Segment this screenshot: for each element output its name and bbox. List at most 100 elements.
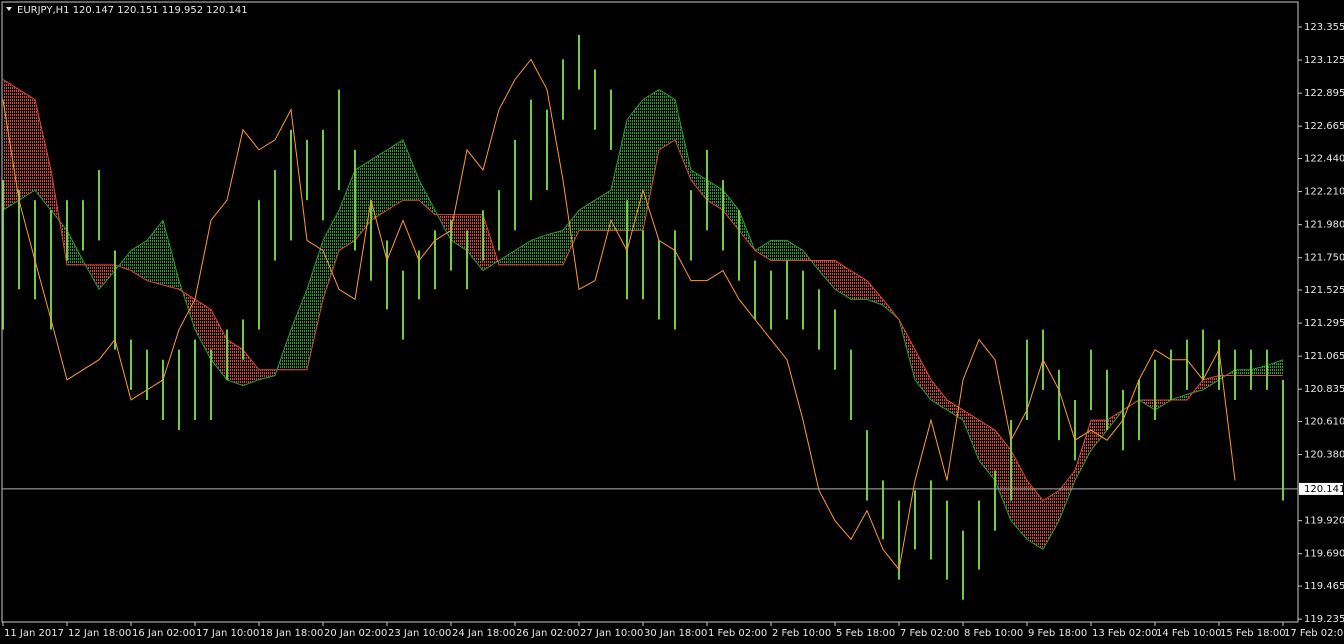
current-price-box bbox=[1299, 482, 1343, 495]
cloud-segment bbox=[19, 89, 35, 201]
cloud-segment bbox=[995, 430, 1011, 521]
x-tick-label: 24 Jan 18:00 bbox=[452, 628, 515, 639]
y-tick-label: 120.380 bbox=[1304, 450, 1344, 461]
y-tick-label: 120.835 bbox=[1304, 384, 1344, 395]
cloud-segment bbox=[371, 149, 387, 221]
cloud-segment bbox=[291, 289, 307, 370]
menu-arrow[interactable] bbox=[6, 7, 12, 11]
senkou-a-line bbox=[2, 88, 1284, 551]
cloud-segment bbox=[963, 410, 979, 461]
x-tick-label: 16 Jan 02:00 bbox=[132, 628, 195, 639]
cloud-segment bbox=[467, 214, 483, 271]
cloud-segment bbox=[515, 240, 531, 265]
x-tick-label: 26 Jan 02:00 bbox=[516, 628, 579, 639]
cloud-segment bbox=[419, 180, 435, 215]
cloud-segment bbox=[1267, 359, 1283, 376]
cloud-segment bbox=[787, 240, 803, 261]
cloud-segment bbox=[643, 89, 659, 231]
x-tick-label: 7 Feb 02:00 bbox=[900, 628, 959, 639]
x-tick-label: 5 Feb 18:00 bbox=[836, 628, 895, 639]
x-tick-label: 8 Feb 10:00 bbox=[964, 628, 1023, 639]
y-tick-label: 119.920 bbox=[1304, 516, 1344, 527]
current-price-label: 120.141 bbox=[1304, 484, 1344, 495]
y-tick-label: 121.295 bbox=[1304, 318, 1344, 329]
x-tick-label: 20 Jan 02:00 bbox=[324, 628, 387, 639]
cloud-segment bbox=[1059, 470, 1075, 521]
cloud-segment bbox=[339, 170, 355, 251]
cloud-segment bbox=[1235, 369, 1251, 376]
y-tick-label: 121.980 bbox=[1304, 220, 1344, 231]
x-tick-label: 12 Jan 18:00 bbox=[68, 628, 131, 639]
x-tick-label: 17 Jan 10:00 bbox=[196, 628, 259, 639]
y-tick-label: 122.210 bbox=[1304, 187, 1344, 198]
x-tick-label: 27 Jan 10:00 bbox=[580, 628, 643, 639]
cloud-segment bbox=[755, 240, 771, 261]
cloud-segment bbox=[627, 99, 643, 231]
y-tick-label: 121.525 bbox=[1304, 285, 1344, 296]
cloud-segment bbox=[1027, 480, 1043, 550]
cloud-segment bbox=[195, 299, 211, 360]
y-tick-label: 122.665 bbox=[1304, 121, 1344, 132]
plot-frame bbox=[1, 1, 1299, 623]
cloud-segment bbox=[147, 220, 163, 285]
cloud-segment bbox=[99, 264, 115, 290]
cloud-segment bbox=[211, 309, 227, 380]
y-tick-label: 119.465 bbox=[1304, 581, 1344, 592]
cloud-segment bbox=[3, 79, 19, 211]
cloud-segment bbox=[403, 139, 419, 201]
chart-title: EURJPY,H1 120.147 120.151 119.952 120.14… bbox=[17, 5, 248, 16]
cloud-segment bbox=[259, 369, 275, 380]
y-tick-label: 123.355 bbox=[1304, 22, 1344, 33]
cloud-segment bbox=[595, 190, 611, 231]
y-tick-label: 121.065 bbox=[1304, 351, 1344, 362]
cloud-segment bbox=[547, 230, 563, 265]
cloud-segment bbox=[227, 339, 243, 386]
y-tick-label: 123.125 bbox=[1304, 55, 1344, 66]
cloud-segment bbox=[531, 234, 547, 265]
cloud-segment bbox=[499, 250, 515, 265]
cloud-segment bbox=[723, 190, 739, 231]
cloud-segment bbox=[1075, 420, 1091, 481]
x-tick-label: 15 Feb 18:00 bbox=[1220, 628, 1286, 639]
cloud-segment bbox=[867, 280, 883, 306]
cloud-segment bbox=[131, 240, 147, 281]
cloud-segment bbox=[819, 260, 835, 290]
cloud-segment bbox=[355, 159, 371, 241]
cloud-segment bbox=[67, 230, 83, 265]
cloud-segment bbox=[611, 119, 627, 231]
x-tick-label: 14 Feb 10:00 bbox=[1156, 628, 1222, 639]
cloud-segment bbox=[1251, 365, 1267, 376]
plot-area bbox=[2, 34, 1284, 600]
cloud-segment bbox=[1043, 490, 1059, 550]
cloud-segment bbox=[659, 89, 675, 150]
x-tick-label: 18 Jan 18:00 bbox=[260, 628, 323, 639]
x-tick-label: 2 Feb 10:00 bbox=[772, 628, 831, 639]
cloud-segment bbox=[387, 139, 403, 211]
x-tick-label: 11 Jan 2017 bbox=[4, 628, 64, 639]
cloud-segment bbox=[1011, 450, 1027, 540]
cloud-segment bbox=[243, 349, 259, 386]
x-tick-label: 30 Jan 18:00 bbox=[644, 628, 707, 639]
cloud-segment bbox=[947, 399, 963, 421]
cloud-segment bbox=[771, 240, 787, 261]
y-tick-label: 119.690 bbox=[1304, 549, 1344, 560]
cloud-segment bbox=[307, 240, 323, 370]
x-tick-label: 1 Feb 02:00 bbox=[708, 628, 767, 639]
y-tick-label: 121.750 bbox=[1304, 253, 1344, 264]
cloud-segment bbox=[323, 210, 339, 300]
cloud-segment bbox=[835, 260, 851, 300]
x-tick-label: 9 Feb 18:00 bbox=[1028, 628, 1087, 639]
cloud-segment bbox=[851, 270, 867, 300]
cloud-segment bbox=[35, 99, 51, 211]
y-tick-label: 122.440 bbox=[1304, 154, 1344, 165]
x-tick-label: 13 Feb 02:00 bbox=[1092, 628, 1158, 639]
y-tick-label: 119.235 bbox=[1304, 614, 1344, 625]
cloud-segment bbox=[451, 214, 467, 251]
chikou-line bbox=[2, 58, 1236, 571]
cloud-segment bbox=[163, 220, 179, 290]
cloud-segment bbox=[675, 99, 691, 181]
x-tick-label: 17 Feb 02:00 bbox=[1284, 628, 1344, 639]
cloud-segment bbox=[915, 349, 931, 400]
y-tick-label: 120.610 bbox=[1304, 417, 1344, 428]
